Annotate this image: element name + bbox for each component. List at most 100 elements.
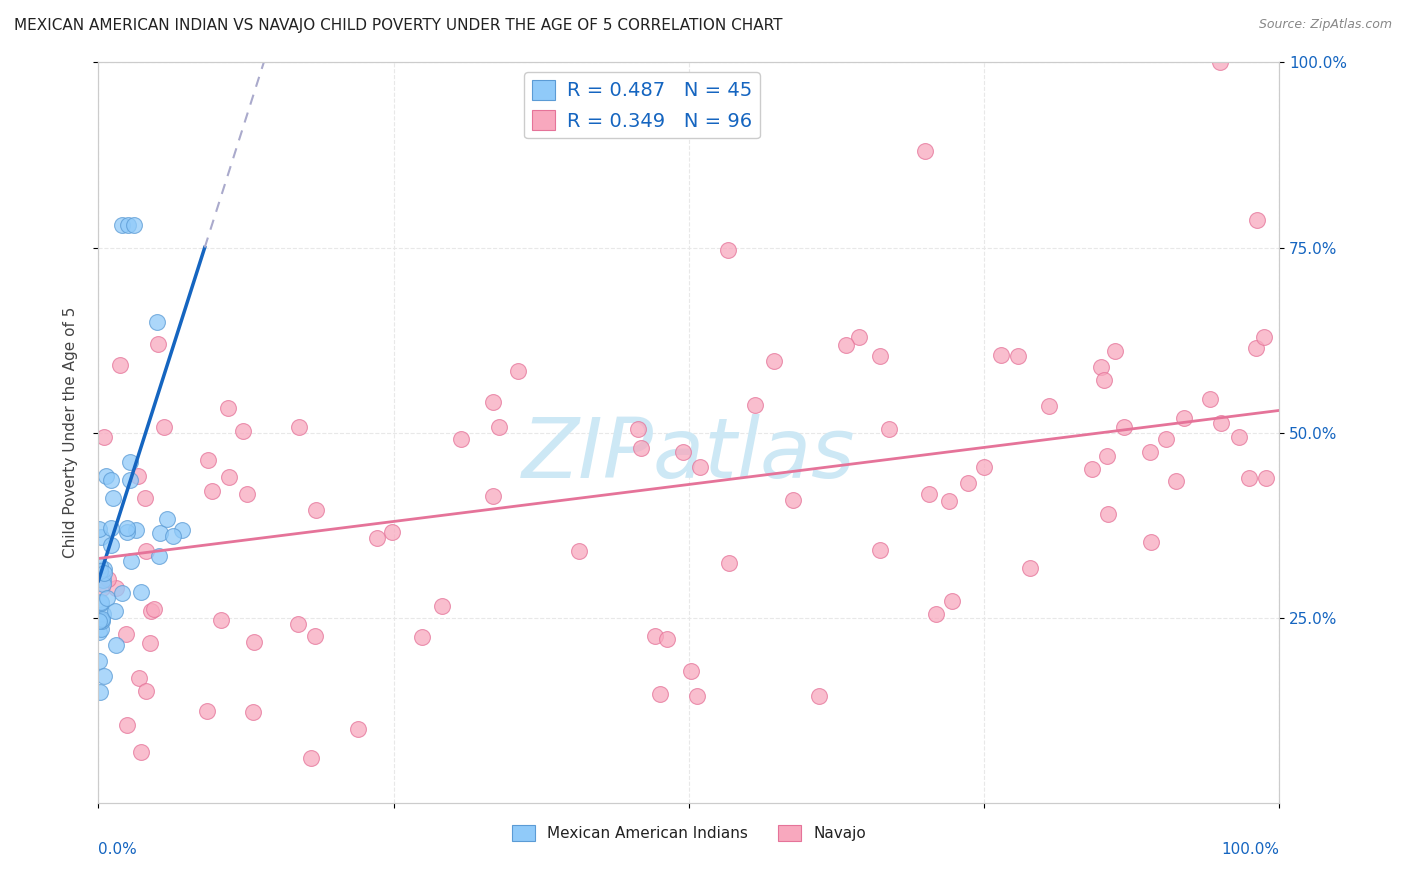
Point [135,683,157,698]
Point [89,564,111,578]
Point [381,524,404,539]
Point [990,348,1012,362]
Point [1104,344,1126,359]
Point [744,399,766,413]
Point [146,314,169,328]
Point [90,595,112,609]
Point [115,521,138,535]
Point [288,420,311,434]
Point [195,704,218,718]
Point [89,558,111,573]
Point [1097,507,1119,521]
Point [91,573,114,587]
Point [1239,471,1261,485]
Point [626,422,648,436]
Legend: Mexican American Indians, Navajo: Mexican American Indians, Navajo [506,819,872,847]
Point [129,745,152,759]
Point [100,538,122,552]
Point [717,244,740,258]
Point [1007,349,1029,363]
Point [148,337,170,351]
Point [89,684,111,698]
Point [1112,420,1135,434]
Point [941,593,963,607]
Point [763,354,786,368]
Point [197,453,219,467]
Point [170,523,193,537]
Point [717,556,740,570]
Point [918,487,941,501]
Point [94,469,117,483]
Point [1166,474,1188,488]
Point [153,419,176,434]
Point [103,491,125,505]
Point [1038,399,1060,413]
Point [127,469,149,483]
Point [807,689,830,703]
Point [1095,450,1118,464]
Point [129,585,152,599]
Point [111,586,134,600]
Point [481,395,503,409]
Point [869,349,891,363]
Point [299,751,322,765]
Point [1081,462,1104,476]
Point [201,484,224,499]
Point [90,615,112,629]
Point [91,607,114,621]
Point [305,503,328,517]
Point [100,521,122,535]
Point [672,444,695,458]
Point [1090,359,1112,374]
Point [135,544,157,558]
Point [90,530,112,544]
Point [100,473,122,487]
Text: ZIPatlas: ZIPatlas [522,414,856,495]
Point [567,544,589,558]
Point [1199,392,1222,407]
Point [110,359,132,373]
Point [115,627,138,641]
Point [432,599,454,613]
Point [679,664,702,678]
Point [162,529,184,543]
Point [1140,535,1163,549]
Point [1209,55,1232,70]
Point [149,525,172,540]
Point [93,566,115,581]
Point [1154,432,1177,446]
Point [139,636,162,650]
Point [689,459,711,474]
Point [125,523,148,537]
Point [1139,445,1161,459]
Point [87,522,110,536]
Point [1256,471,1278,485]
Point [93,429,115,443]
Point [938,494,960,508]
Point [686,689,709,703]
Point [93,669,115,683]
Point [118,455,141,469]
Point [869,543,891,558]
Point [115,718,138,732]
Point [243,635,266,649]
Point [347,722,370,736]
Point [1253,329,1275,343]
Point [128,671,150,685]
Point [87,654,110,668]
Point [1211,416,1233,430]
Point [1244,341,1267,355]
Point [91,582,114,596]
Point [104,604,127,618]
Point [287,617,309,632]
Point [148,549,170,564]
Point [120,553,142,567]
Text: 100.0%: 100.0% [1222,842,1279,856]
Point [657,632,679,647]
Point [91,612,114,626]
Point [488,420,510,434]
Point [304,629,326,643]
Point [97,572,120,586]
Point [120,474,142,488]
Point [142,601,165,615]
